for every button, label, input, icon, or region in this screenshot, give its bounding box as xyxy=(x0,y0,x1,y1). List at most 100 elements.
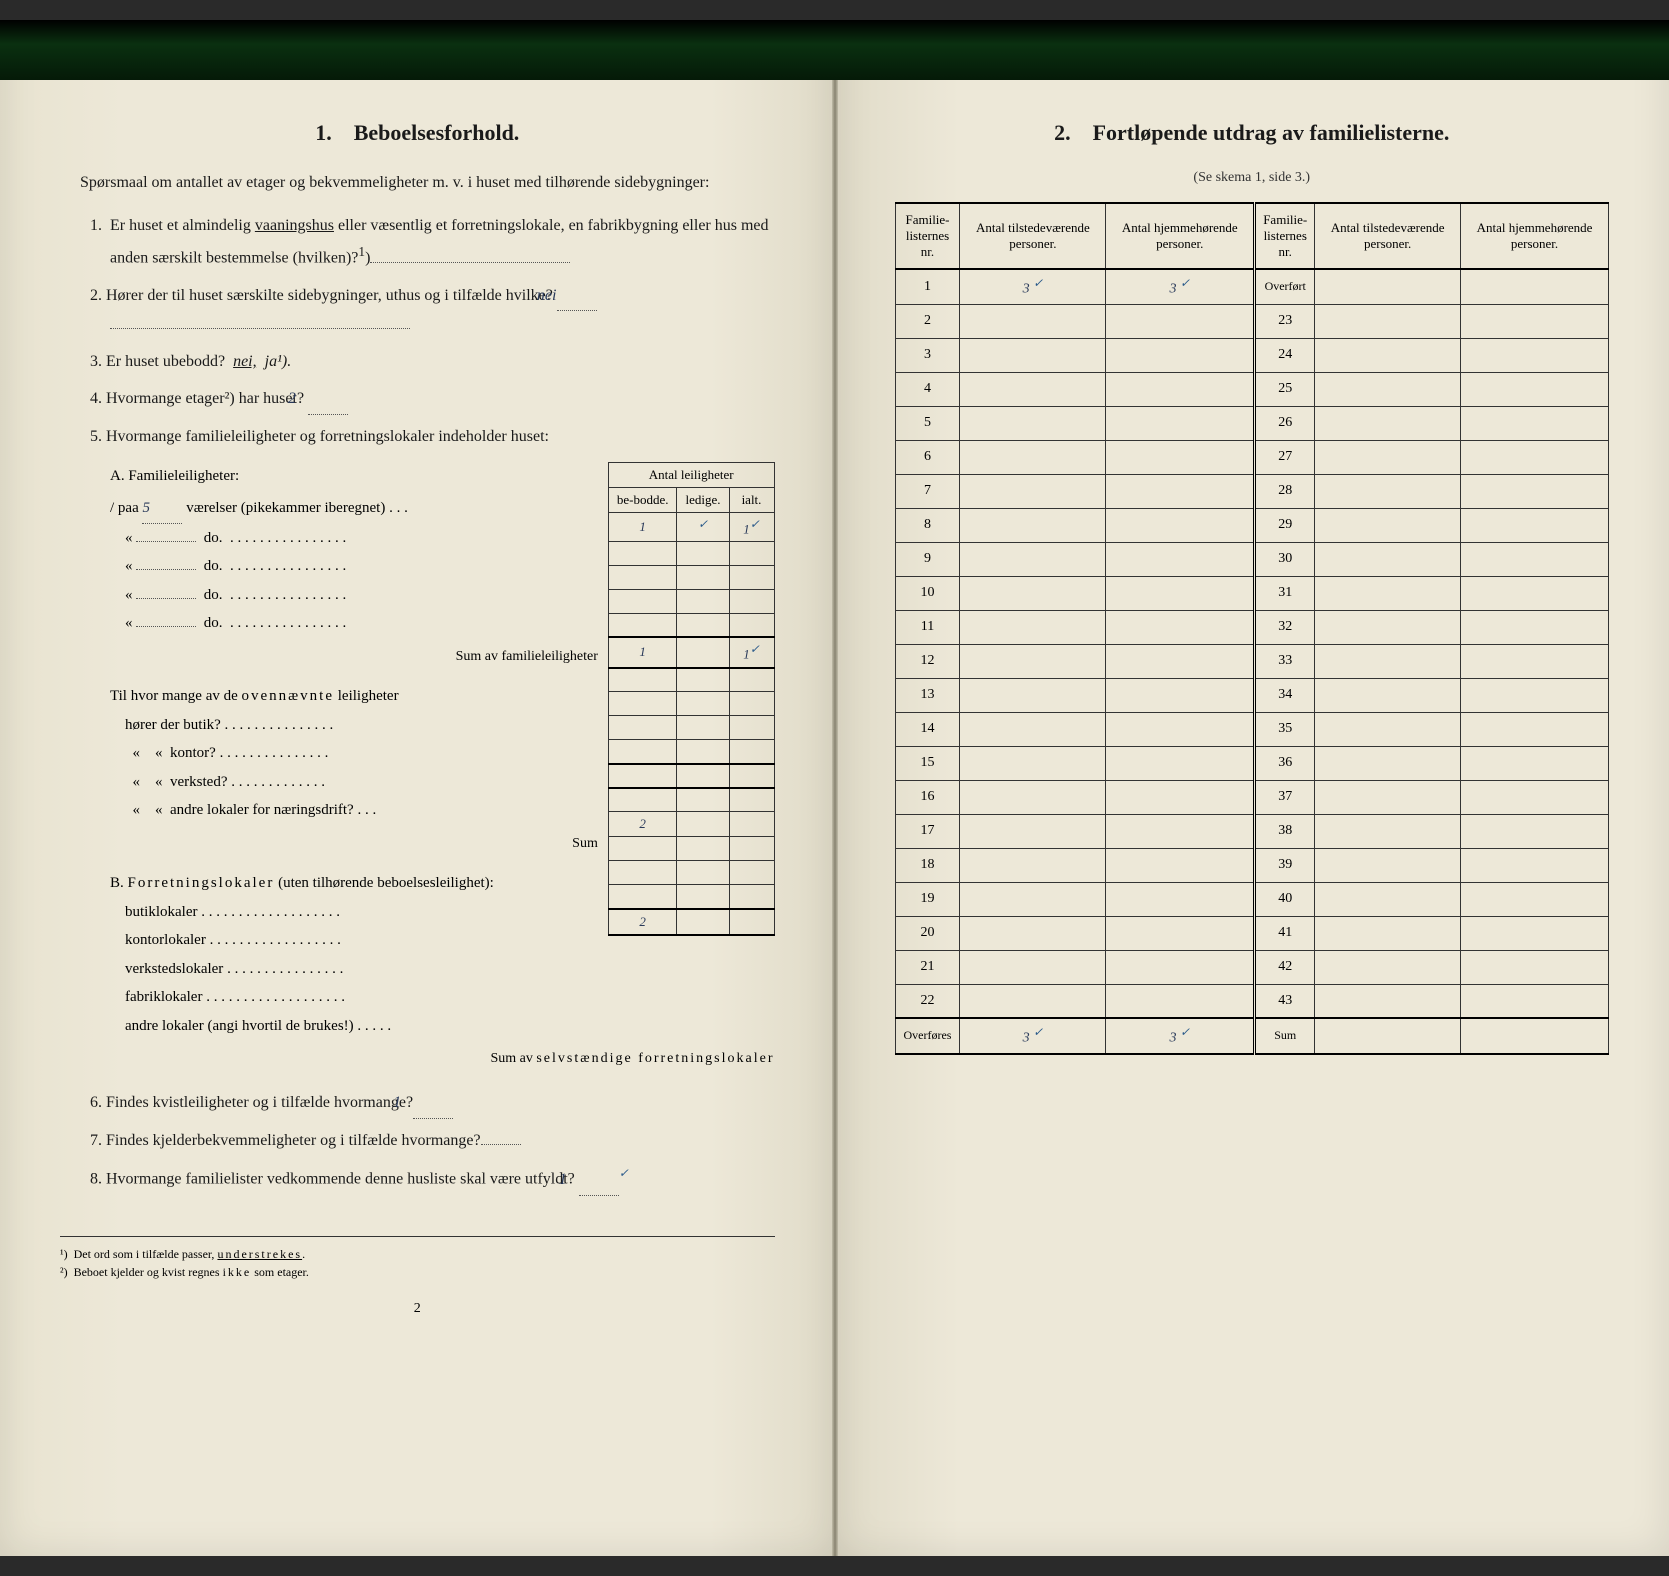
row-num-right: 36 xyxy=(1255,746,1315,780)
cell-tilstede-left xyxy=(960,576,1106,610)
a1-bebodde: 1 xyxy=(608,512,677,541)
row-num-left: 5 xyxy=(895,406,960,440)
cell-tilstede-right xyxy=(1315,440,1461,474)
row-num-right: 40 xyxy=(1255,882,1315,916)
row-num-left: 8 xyxy=(895,508,960,542)
row-num-left: 19 xyxy=(895,882,960,916)
cell-tilstede-left xyxy=(960,338,1106,372)
question-4: 4. Hvormange etager²) har huset? 2 xyxy=(90,385,775,415)
cell-tilstede-left xyxy=(960,508,1106,542)
row-num-right: 41 xyxy=(1255,916,1315,950)
q6-answer: 1 xyxy=(413,1089,453,1119)
cell-tilstede-left xyxy=(960,712,1106,746)
cell-tilstede-right xyxy=(1315,984,1461,1018)
table-row: 526 xyxy=(895,406,1609,440)
table-row: 1637 xyxy=(895,780,1609,814)
a-row-5: « do. . . . . . . . . . . . . . . . . xyxy=(110,609,598,638)
cell-hjemme-right xyxy=(1461,508,1609,542)
cell-tilstede-right xyxy=(1315,814,1461,848)
cell-tilstede-right xyxy=(1315,338,1461,372)
cell-hjemme-left xyxy=(1106,576,1255,610)
row-num-right: 39 xyxy=(1255,848,1315,882)
cell-hjemme-right xyxy=(1461,372,1609,406)
th-6: Antal hjemmehørende personer. xyxy=(1461,203,1609,269)
q8-answer: 1 xyxy=(579,1166,619,1196)
cell-tilstede-right xyxy=(1315,304,1461,338)
row-num-left: 18 xyxy=(895,848,960,882)
q4-answer: 2 xyxy=(308,385,348,415)
question-6: 6. Findes kvistleiligheter og i tilfælde… xyxy=(90,1089,775,1119)
footnotes: ¹) Det ord som i tilfælde passer, unders… xyxy=(60,1236,775,1281)
row-num-left: 22 xyxy=(895,984,960,1018)
cell-hjemme-left xyxy=(1106,984,1255,1018)
row-num-left: 21 xyxy=(895,950,960,984)
row-num-left: 9 xyxy=(895,542,960,576)
cell-tilstede-left xyxy=(960,916,1106,950)
question-8: 8. Hvormange familielister vedkommende d… xyxy=(90,1163,775,1195)
table-row: 11 32 xyxy=(895,610,1609,644)
th-3: Antal hjemmehørende personer. xyxy=(1106,203,1255,269)
section-1-title: Beboelsesforhold. xyxy=(354,120,520,145)
cell-tilstede-right xyxy=(1315,882,1461,916)
cell-hjemme-left xyxy=(1106,746,1255,780)
row-num-right: Overført xyxy=(1255,269,1315,304)
row-num-right: 33 xyxy=(1255,644,1315,678)
cell-hjemme-right xyxy=(1461,474,1609,508)
row-num-right: 25 xyxy=(1255,372,1315,406)
sum-val2 xyxy=(1461,1018,1609,1054)
th-2: Antal tilstedeværende personer. xyxy=(960,203,1106,269)
row-num-right: 35 xyxy=(1255,712,1315,746)
row-num-left: 20 xyxy=(895,916,960,950)
b-andre: andre lokaler (angi hvortil de brukes!) … xyxy=(110,1012,775,1041)
row-num-right: 29 xyxy=(1255,508,1315,542)
table-row: 8 29 xyxy=(895,508,1609,542)
cell-hjemme-right xyxy=(1461,712,1609,746)
section-1-number: 1. xyxy=(315,120,332,145)
cell-tilstede-left xyxy=(960,746,1106,780)
family-table: Familie-listernes nr. Antal tilstedevære… xyxy=(895,202,1610,1055)
cell-hjemme-left xyxy=(1106,814,1255,848)
cell-tilstede-left xyxy=(960,984,1106,1018)
section-2-heading: 2. Fortløpende utdrag av familielisterne… xyxy=(895,120,1610,146)
row-num-right: 30 xyxy=(1255,542,1315,576)
cell-hjemme-right xyxy=(1461,814,1609,848)
a-row-2: « do. . . . . . . . . . . . . . . . . xyxy=(110,524,598,553)
cell-tilstede-right xyxy=(1315,576,1461,610)
cell-tilstede-right xyxy=(1315,474,1461,508)
cell-tilstede-right xyxy=(1315,848,1461,882)
cell-hjemme-right xyxy=(1461,542,1609,576)
row-num-right: 32 xyxy=(1255,610,1315,644)
cell-hjemme-left xyxy=(1106,338,1255,372)
row-num-left: 12 xyxy=(895,644,960,678)
mini-h3: ialt. xyxy=(729,487,774,512)
cell-tilstede-right xyxy=(1315,950,1461,984)
row-num-right: 28 xyxy=(1255,474,1315,508)
table-row: 2041 xyxy=(895,916,1609,950)
cell-hjemme-right xyxy=(1461,746,1609,780)
cell-tilstede-left xyxy=(960,848,1106,882)
questions-6-8: 6. Findes kvistleiligheter og i tilfælde… xyxy=(60,1089,775,1196)
cell-tilstede-left xyxy=(960,406,1106,440)
table-row: 627 xyxy=(895,440,1609,474)
table-row: 728 xyxy=(895,474,1609,508)
table-row: 425 xyxy=(895,372,1609,406)
cell-tilstede-right xyxy=(1315,406,1461,440)
question-3: 3. Er huset ubebodd? nei, ja¹). xyxy=(90,348,775,377)
row-num-right: 38 xyxy=(1255,814,1315,848)
cell-hjemme-left xyxy=(1106,916,1255,950)
row-num-left: 11 xyxy=(895,610,960,644)
row-num-left: 3 xyxy=(895,338,960,372)
row-num-left: 13 xyxy=(895,678,960,712)
row-num-right: 43 xyxy=(1255,984,1315,1018)
b-sum-label: Sum av selvstændige forretningslokaler xyxy=(110,1046,775,1073)
cell-hjemme-right xyxy=(1461,916,1609,950)
b-fabrik: fabriklokaler . . . . . . . . . . . . . … xyxy=(110,983,775,1012)
th-5: Antal tilstedeværende personer. xyxy=(1315,203,1461,269)
cell-hjemme-right xyxy=(1461,406,1609,440)
cell-tilstede-left xyxy=(960,610,1106,644)
a1-check: ✓ xyxy=(677,512,729,541)
left-page: 1. Beboelsesforhold. Spørsmaal om antall… xyxy=(0,20,835,1556)
questions-list: 1. Er huset et almindelig vaaningshus el… xyxy=(60,212,775,452)
a-row-1: / paa 5 værelser (pikekammer iberegnet) … xyxy=(110,494,598,524)
leiligheter-table: Antal leiligheter be-bodde. ledige. ialt… xyxy=(608,462,775,936)
